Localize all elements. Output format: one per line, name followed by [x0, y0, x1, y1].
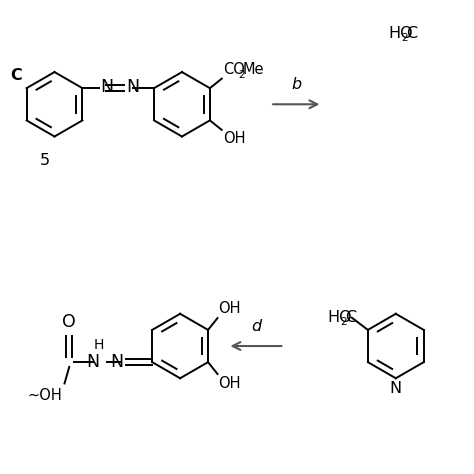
Text: 2: 2	[238, 70, 245, 80]
Text: ~OH: ~OH	[27, 388, 62, 403]
Text: N: N	[86, 353, 99, 371]
Text: O: O	[63, 313, 76, 331]
Text: HO: HO	[389, 26, 413, 41]
Text: OH: OH	[223, 131, 246, 146]
Text: H: H	[94, 337, 104, 352]
Text: d: d	[251, 319, 261, 334]
Text: N: N	[100, 78, 114, 96]
Text: b: b	[291, 77, 301, 92]
Text: 5: 5	[40, 153, 50, 168]
Text: N: N	[127, 78, 140, 96]
Text: 2: 2	[340, 317, 347, 327]
Text: C: C	[406, 26, 417, 41]
Text: CO: CO	[223, 62, 245, 77]
Text: N: N	[390, 381, 402, 396]
Text: N: N	[110, 353, 124, 371]
Text: C: C	[345, 310, 356, 325]
Text: HO: HO	[327, 310, 352, 325]
Text: C: C	[10, 68, 22, 83]
Text: OH: OH	[219, 301, 241, 316]
Text: OH: OH	[219, 376, 241, 392]
Text: Me: Me	[243, 62, 264, 77]
Text: 2: 2	[401, 33, 408, 43]
